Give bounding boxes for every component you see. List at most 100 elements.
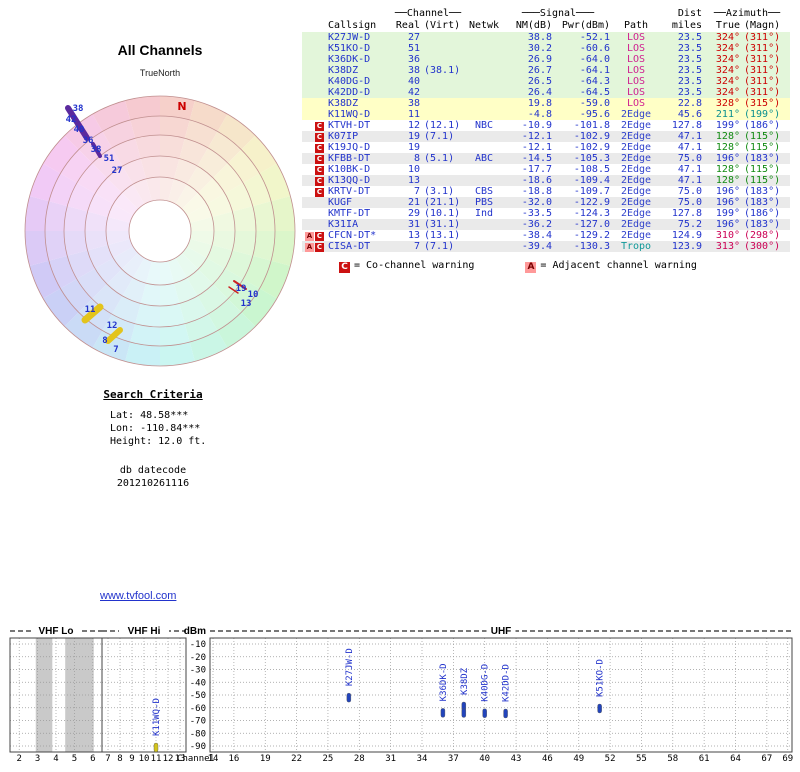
radar-ring xyxy=(24,95,296,367)
power-cell: -105.3 xyxy=(573,153,610,164)
true-azimuth-cell: 324° xyxy=(715,54,740,65)
magnetic-azimuth-cell: (311°) xyxy=(744,43,781,54)
nm-column-header: NM(dB) xyxy=(515,20,552,31)
compass-sector xyxy=(160,231,256,348)
magnetic-azimuth-cell: (115°) xyxy=(744,175,781,186)
noise-margin-cell: -39.4 xyxy=(521,241,552,252)
warning-flags-cell xyxy=(302,197,326,208)
channel-tick-label: 69 xyxy=(782,754,793,764)
path-cell: 2Edge xyxy=(620,153,652,164)
power-cell: -108.5 xyxy=(573,164,610,175)
virtual-channel-cell: (5.1) xyxy=(424,153,455,164)
real-channel-cell: 13 xyxy=(407,175,420,186)
radar-subtitle: TrueNorth xyxy=(139,68,181,78)
real-channel-cell: 11 xyxy=(407,109,420,120)
power-cell: -127.0 xyxy=(573,219,610,230)
network-cell xyxy=(464,98,504,109)
channel-tick-label: 40 xyxy=(479,754,490,764)
path-cell: 2Edge xyxy=(620,219,652,230)
real-channel-cell: 40 xyxy=(407,76,420,87)
channel-tick-label: 55 xyxy=(636,754,647,764)
x-axis-title: Channel xyxy=(177,754,215,764)
y-tick-label: -60 xyxy=(190,704,206,714)
callsign-cell: K36DK-D xyxy=(328,54,371,65)
magnetic-azimuth-cell: (186°) xyxy=(744,120,781,131)
callsign-cell: CISA-DT xyxy=(328,241,371,252)
channel-tick-label: 64 xyxy=(730,754,741,764)
compass-sector xyxy=(125,96,160,231)
table-row: A C CFCN-DT* 13 (13.1) -38.4 -129.2 2Edge 124.9 3… xyxy=(302,230,790,241)
warning-flags-cell xyxy=(302,54,326,65)
network-cell: NBC xyxy=(474,120,494,131)
distance-cell: 75.0 xyxy=(677,197,702,208)
netwk-column-header: Netwk xyxy=(468,20,500,31)
warning-flags-cell xyxy=(302,208,326,219)
channel-tick-label: 22 xyxy=(291,754,302,764)
network-cell xyxy=(464,131,504,142)
noise-margin-cell: 26.5 xyxy=(527,76,552,87)
virtual-channel-cell xyxy=(422,175,464,186)
path-cell: LOS xyxy=(626,87,646,98)
compass-sector xyxy=(92,231,160,362)
noise-margin-cell: -18.8 xyxy=(521,186,552,197)
table-row: K11WQ-D 11 -4.8 -95.6 2Edge 45.6 211° (199°) xyxy=(302,109,790,120)
band-label: VHF Hi xyxy=(128,626,161,637)
virtual-channel-cell xyxy=(422,54,464,65)
longitude-value: Lon: -110.84*** xyxy=(110,423,201,434)
warning-flags-cell xyxy=(302,87,326,98)
path-column-header: Path xyxy=(623,20,649,31)
signal-marker xyxy=(233,280,247,290)
noise-margin-cell: 30.2 xyxy=(527,43,552,54)
tvfool-link[interactable]: www.tvfool.com xyxy=(100,590,177,602)
true-azimuth-cell: 196° xyxy=(715,197,740,208)
magnetic-azimuth-cell: (186°) xyxy=(744,208,781,219)
noise-margin-cell: -17.7 xyxy=(521,164,552,175)
radar-channel-label: 11 xyxy=(85,305,96,315)
magnetic-azimuth-cell: (183°) xyxy=(744,197,781,208)
path-cell: 2Edge xyxy=(620,164,652,175)
warning-flags-cell: C xyxy=(302,131,326,142)
virtual-channel-cell xyxy=(422,164,464,175)
distance-cell: 124.9 xyxy=(671,230,702,241)
warning-flags-cell xyxy=(302,43,326,54)
noise-margin-cell: 26.7 xyxy=(527,65,552,76)
path-cell: 2Edge xyxy=(620,131,652,142)
magnetic-azimuth-cell: (311°) xyxy=(744,32,781,43)
y-tick-label: -90 xyxy=(190,742,206,752)
compass-sector xyxy=(160,196,295,231)
path-cell: LOS xyxy=(626,98,646,109)
channel-tick-label: 67 xyxy=(761,754,772,764)
power-cell: -124.3 xyxy=(573,208,610,219)
noise-margin-cell: -12.1 xyxy=(521,142,552,153)
distance-cell: 75.0 xyxy=(677,186,702,197)
distance-cell: 47.1 xyxy=(677,175,702,186)
true-azimuth-cell: 328° xyxy=(715,98,740,109)
callsign-cell: K11WQ-D xyxy=(328,109,371,120)
magnetic-azimuth-cell: (311°) xyxy=(744,76,781,87)
distance-cell: 23.5 xyxy=(677,32,702,43)
callsign-cell: K31IA xyxy=(328,219,359,230)
co-channel-flag-icon: C xyxy=(315,166,324,175)
noise-margin-cell: -38.4 xyxy=(521,230,552,241)
radar-channel-label: 38 xyxy=(91,145,102,155)
table-body: K27JW-D 27 38.8 -52.1 LOS 23.5 324° (311°) K51KO… xyxy=(302,32,790,252)
co-channel-flag-icon: C xyxy=(315,133,324,142)
compass-sector xyxy=(29,231,160,299)
station-label: K38DZ xyxy=(460,667,470,695)
compass-sector xyxy=(160,114,256,231)
radar-channel-label: 19 xyxy=(236,284,247,294)
real-channel-cell: 19 xyxy=(407,142,420,153)
compass-sector xyxy=(25,231,160,266)
virtual-channel-cell: (7.1) xyxy=(424,241,455,252)
channel-tick-label: 6 xyxy=(90,754,95,764)
true-azimuth-cell: 310° xyxy=(715,230,740,241)
true-azimuth-cell: 196° xyxy=(715,219,740,230)
power-cell: -64.1 xyxy=(579,65,610,76)
channel-tick-label: 2 xyxy=(16,754,21,764)
path-cell: LOS xyxy=(626,76,646,87)
channel-tick-label: 13 xyxy=(175,754,186,764)
band-box xyxy=(101,637,187,753)
adjacent-channel-flag-icon: A xyxy=(305,243,314,252)
network-cell xyxy=(464,54,504,65)
path-group-header xyxy=(612,8,660,20)
